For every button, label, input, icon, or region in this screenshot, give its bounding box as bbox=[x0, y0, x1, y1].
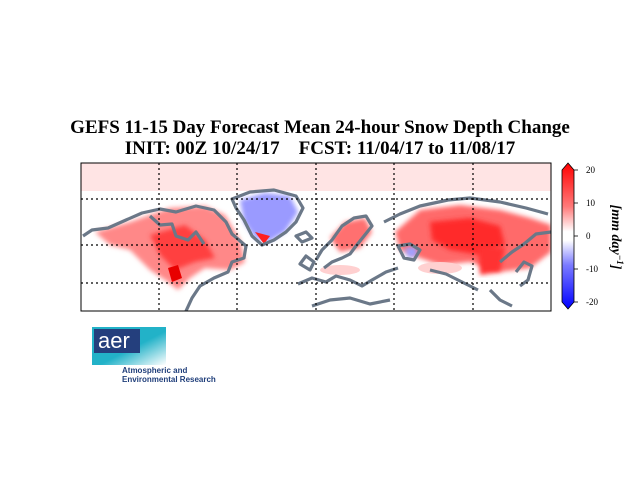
coastlines bbox=[82, 188, 551, 311]
aer-logo-line1: Atmospheric and bbox=[122, 366, 188, 375]
colorbar-tick-label: 10 bbox=[586, 198, 596, 208]
figure-subtitle: INIT: 00Z 10/24/17 FCST: 11/04/17 to 11/… bbox=[124, 138, 516, 159]
colorbar-tick-label: 20 bbox=[586, 165, 596, 175]
aer-logo: aer Atmospheric and Environmental Resear… bbox=[92, 327, 232, 387]
aer-logo-line2: Environmental Research bbox=[122, 375, 216, 384]
region-greenland bbox=[240, 193, 298, 242]
region-greenland-south bbox=[255, 232, 270, 244]
region-central-asia-faint bbox=[418, 262, 462, 274]
region-europe-faint bbox=[320, 265, 360, 275]
colorbar-gradient bbox=[561, 162, 575, 310]
region-scandinavia bbox=[330, 218, 372, 252]
region-mongolia-north-china bbox=[478, 245, 505, 275]
region-caspian bbox=[404, 246, 418, 258]
region-siberia-core bbox=[430, 218, 505, 255]
colorbar-tick-label: 0 bbox=[586, 231, 591, 241]
aer-logo-mark bbox=[92, 327, 166, 365]
map-frame bbox=[80, 162, 552, 312]
colorbar-tick-label: -10 bbox=[586, 264, 598, 274]
gridlines bbox=[81, 163, 551, 311]
colorbar-tick-label: -20 bbox=[586, 297, 598, 307]
figure-title: GEFS 11-15 Day Forecast Mean 24-hour Sno… bbox=[70, 117, 570, 138]
region-north-america-max bbox=[168, 265, 182, 282]
colorbar: 20 10 0 -10 -20 [mm day−1] bbox=[561, 162, 625, 310]
region-arctic-band bbox=[81, 163, 551, 191]
aer-logo-word: aer bbox=[98, 328, 130, 353]
colorbar-label: [mm day−1] bbox=[608, 205, 625, 270]
